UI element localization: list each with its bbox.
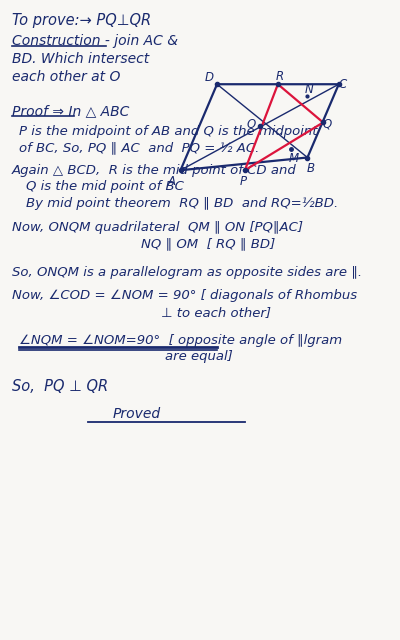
Text: Now, ∠COD = ∠NOM = 90° [ diagonals of Rhombus: Now, ∠COD = ∠NOM = 90° [ diagonals of Rh…	[12, 289, 357, 302]
Text: each other at O: each other at O	[12, 70, 120, 84]
Text: M: M	[288, 152, 299, 164]
Text: Proved: Proved	[113, 407, 161, 421]
Text: are equal]: are equal]	[165, 351, 233, 364]
Text: A: A	[168, 175, 176, 188]
Text: BD. Which intersect: BD. Which intersect	[12, 52, 149, 66]
Text: Q is the mid point of BC: Q is the mid point of BC	[26, 180, 184, 193]
Text: O: O	[247, 118, 256, 131]
Text: D: D	[205, 71, 214, 84]
Text: C: C	[339, 77, 347, 91]
Text: So, ONQM is a parallelogram as opposite sides are ∥.: So, ONQM is a parallelogram as opposite …	[12, 266, 362, 278]
Text: P: P	[240, 175, 247, 188]
Text: Proof ⇒ In △ ABC: Proof ⇒ In △ ABC	[12, 104, 129, 118]
Text: P is the midpoint of AB and Q is the midpoint: P is the midpoint of AB and Q is the mid…	[19, 125, 317, 138]
Text: of BC, So, PQ ∥ AC  and  PQ = ½ AC.: of BC, So, PQ ∥ AC and PQ = ½ AC.	[19, 141, 259, 154]
Text: By mid point theorem  RQ ∥ BD  and RQ=½BD.: By mid point theorem RQ ∥ BD and RQ=½BD.	[26, 197, 338, 210]
Text: Construction - join AC &: Construction - join AC &	[12, 34, 178, 48]
Text: ⊥ to each other]: ⊥ to each other]	[161, 306, 271, 319]
Text: So,  PQ ⊥ QR: So, PQ ⊥ QR	[12, 380, 108, 394]
Text: ∠NQM = ∠NOM=90°  [ opposite angle of ∥lgram: ∠NQM = ∠NOM=90° [ opposite angle of ∥lgr…	[19, 334, 342, 347]
Text: Q: Q	[323, 117, 332, 130]
Text: Now, ONQM quadrilateral  QM ∥ ON [PQ∥AC]: Now, ONQM quadrilateral QM ∥ ON [PQ∥AC]	[12, 221, 303, 234]
Text: B: B	[306, 163, 314, 175]
Text: N: N	[305, 83, 314, 96]
Text: NQ ∥ OM  [ RQ ∥ BD]: NQ ∥ OM [ RQ ∥ BD]	[140, 237, 275, 251]
Text: To prove:→ PQ⊥QR: To prove:→ PQ⊥QR	[12, 13, 151, 28]
Text: Again △ BCD,  R is the mid point of CD and: Again △ BCD, R is the mid point of CD an…	[12, 164, 296, 177]
Text: R: R	[275, 70, 283, 83]
